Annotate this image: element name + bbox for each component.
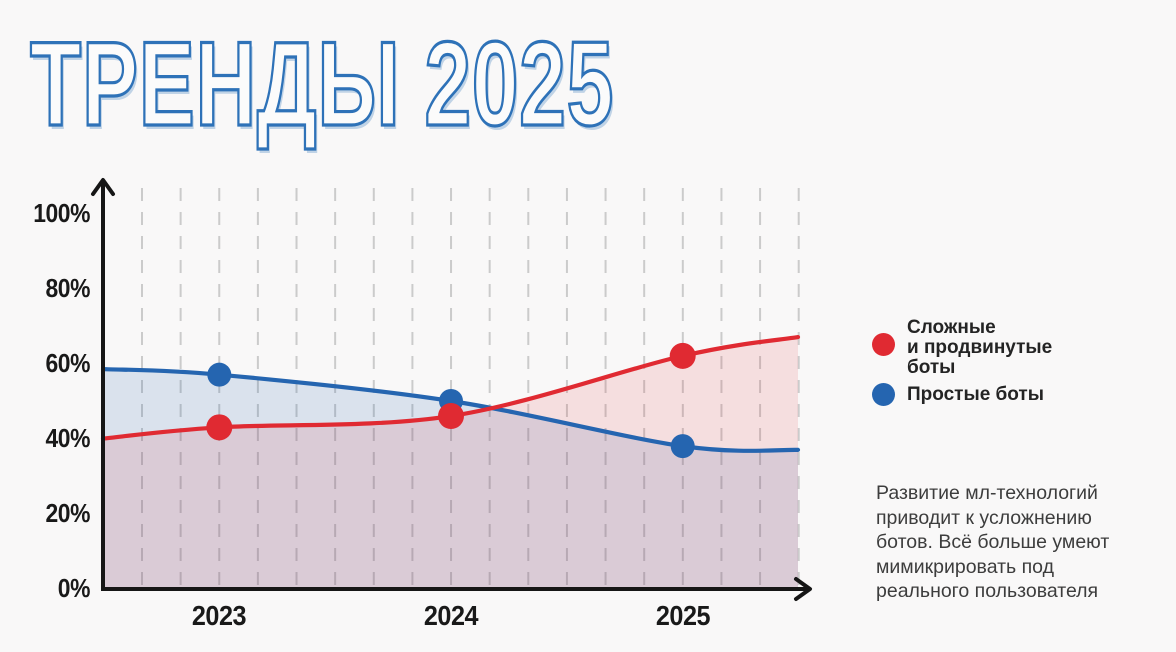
y-axis-tick-0: 0% [57,573,91,603]
legend-label-line: боты [907,357,956,378]
x-axis-label-2024: 2024 [423,600,479,631]
trend-chart: 100% 80% 60% 40% 20% 0% 2023 2024 2025 [33,178,812,631]
annotation-line: приводит к усложнению [876,506,1092,529]
legend-label-line: и продвинутые [907,337,1053,358]
legend-dot-simple-bots-icon [872,383,895,406]
y-axis-tick-40: 40% [45,423,91,453]
x-axis-label-2023: 2023 [191,600,247,631]
legend-dot-advanced-bots-icon [872,333,895,356]
y-axis-tick-20: 20% [45,498,91,528]
page-title: ТРЕНДЫ 2025 [29,17,615,151]
y-axis-tick-80: 80% [45,273,91,303]
legend-label-line: Сложные [907,317,996,338]
annotation-line: Развитие мл-технологий [876,482,1098,504]
legend-label-line: Простые боты [907,384,1044,405]
chart-plot-svg [91,178,812,601]
chart-annotation: Развитие мл-технологий приводит к усложн… [876,481,1109,604]
annotation-line: ботов. Всё больше умеют [876,531,1110,553]
y-axis-tick-100: 100% [33,198,90,228]
legend-label-advanced-bots: Сложные и продвинутые боты [907,318,1052,378]
x-axis-label-2025: 2025 [655,600,711,631]
legend-label-simple-bots: Простые боты [907,385,1044,405]
y-axis-tick-60: 60% [45,348,91,378]
annotation-line: реального пользователя [876,580,1099,602]
annotation-line: мимикрировать под [876,555,1054,578]
